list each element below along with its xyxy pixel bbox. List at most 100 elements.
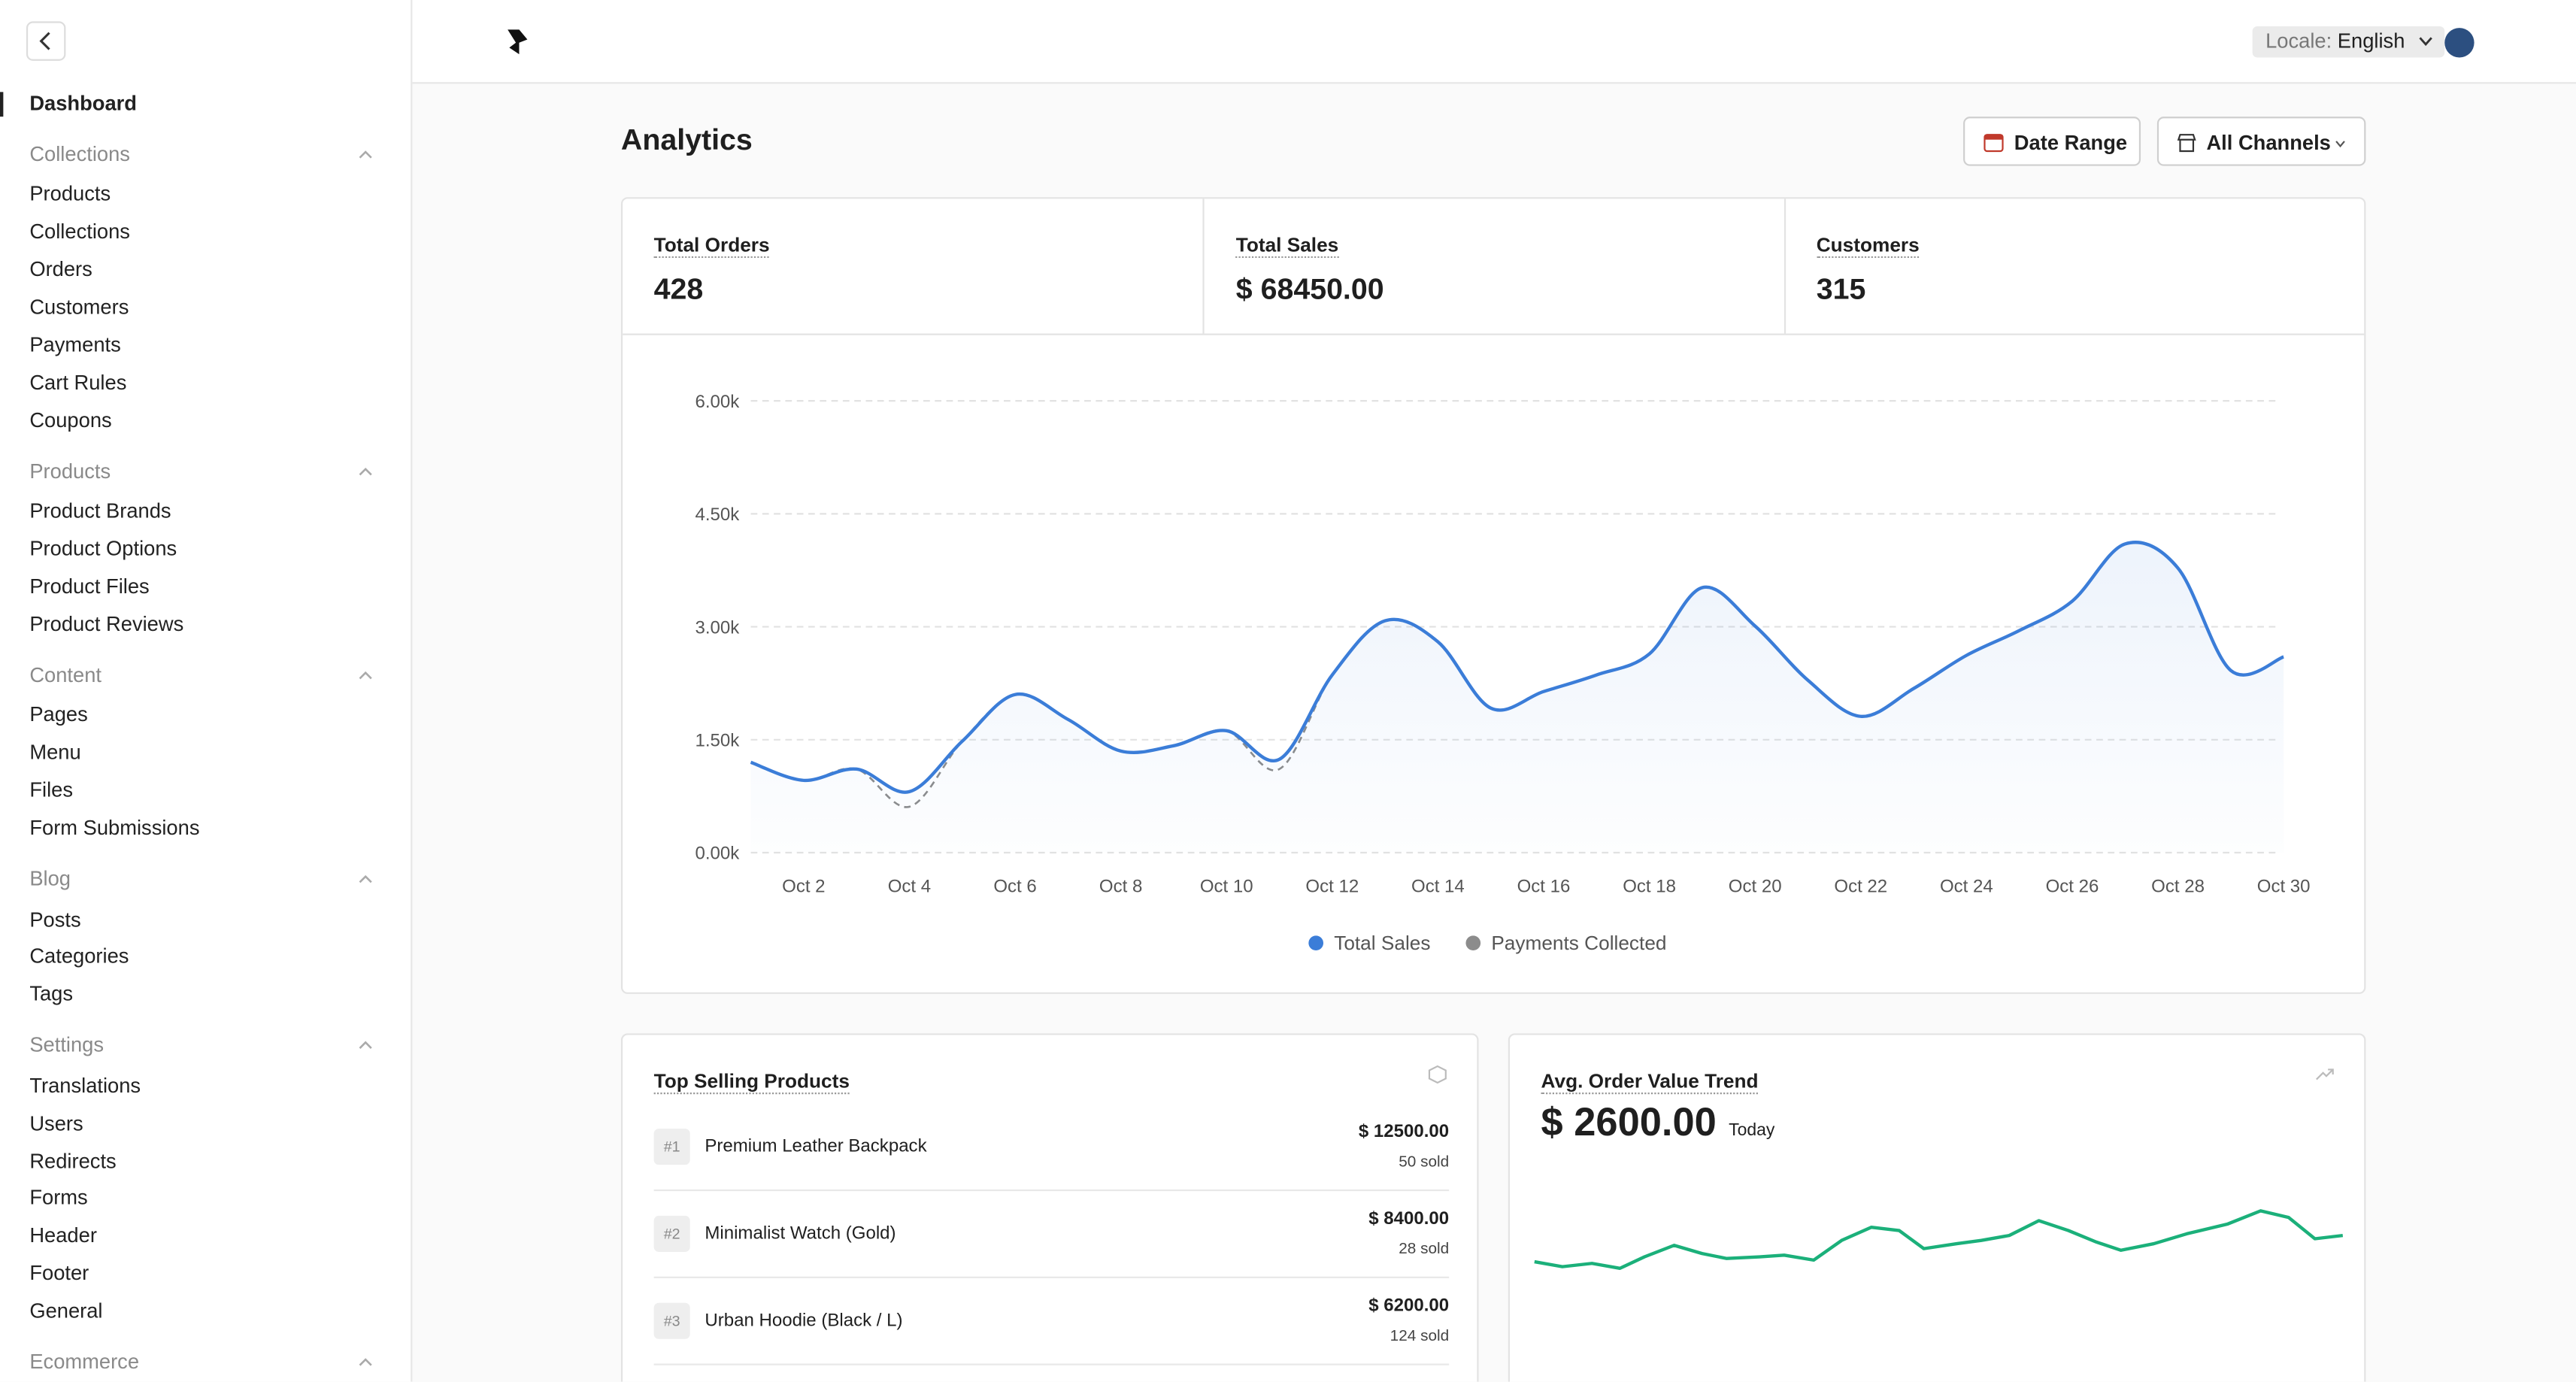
legend-label: Payments Collected	[1491, 932, 1666, 954]
nav-item[interactable]: Form Submissions	[29, 817, 200, 840]
nav-item[interactable]: Menu	[29, 741, 81, 765]
x-tick-label: Oct 4	[888, 876, 931, 896]
nav-group-title[interactable]: Settings	[0, 1026, 411, 1068]
icon	[2418, 37, 2432, 47]
date-range-button[interactable]: Date Range	[1963, 117, 2141, 166]
nav-item[interactable]: Posts	[29, 908, 81, 931]
collapse-button[interactable]	[26, 21, 66, 61]
nav-item[interactable]: Product Files	[29, 574, 150, 599]
product-row[interactable]: #1 Premium Leather Backpack $ 12500.00 50 s…	[653, 1104, 1450, 1192]
nav-item[interactable]: Product Brands	[29, 499, 171, 523]
nav-item[interactable]: Translations	[29, 1074, 141, 1097]
icon	[359, 874, 372, 883]
stat-value: 315	[1816, 272, 1866, 306]
nav-item[interactable]: Product Reviews	[29, 612, 184, 636]
top-products-card: Top Selling Products #1 Premium Leather B…	[620, 1033, 1479, 1382]
x-tick-label: Oct 24	[1940, 876, 1993, 896]
rank: #3	[653, 1302, 690, 1339]
product-amount: $ 12500.00	[1358, 1122, 1450, 1142]
product-row[interactable]: #2 Minimalist Watch (Gold) $ 8400.00 28 sol…	[653, 1191, 1450, 1278]
icon	[39, 32, 50, 50]
topbar	[412, 0, 2576, 84]
product-row[interactable]: #3 Urban Hoodie (Black / L) $ 6200.00 124 s…	[653, 1278, 1450, 1365]
nav-item[interactable]: Footer	[29, 1262, 89, 1286]
product-name: Premium Leather Backpack	[705, 1137, 927, 1157]
rank: #2	[653, 1215, 690, 1252]
product-amount: $ 6200.00	[1368, 1296, 1450, 1317]
button-label: Date Range	[2014, 131, 2128, 155]
product-sold: 50 sold	[1399, 1153, 1450, 1171]
product-amount: $ 8400.00	[1368, 1209, 1450, 1229]
sidebar: Dashboard Collections Products Collections O…	[0, 0, 413, 1382]
nav-item[interactable]: Dashboard	[0, 86, 411, 123]
nav-item[interactable]: Collections	[29, 220, 130, 244]
nav-item[interactable]: Files	[29, 779, 74, 802]
nav-item[interactable]: Forms	[29, 1187, 88, 1211]
nav-item[interactable]: Cart Rules	[29, 371, 127, 395]
stat-label: Customers	[1816, 233, 1920, 259]
series-line	[750, 541, 2284, 794]
icon	[2316, 1068, 2334, 1080]
x-tick-label: Oct 20	[1729, 876, 1782, 896]
rank: #1	[653, 1129, 690, 1165]
x-tick-label: Oct 26	[2046, 876, 2099, 896]
locale-value: English	[2337, 29, 2405, 53]
nav-item[interactable]: Pages	[29, 703, 88, 727]
nav-item[interactable]: Product Options	[29, 537, 177, 561]
nav-item[interactable]: Tags	[29, 983, 74, 1006]
x-tick-label: Oct 28	[2151, 876, 2205, 896]
stat-label: Total Orders	[653, 233, 770, 259]
nav-group-title[interactable]: Collections	[0, 135, 411, 177]
nav-item[interactable]: Users	[29, 1111, 83, 1135]
nav-item[interactable]: Header	[29, 1224, 97, 1248]
nav-item[interactable]: Orders	[29, 258, 92, 282]
area	[750, 542, 2284, 853]
x-tick-label: Oct 10	[1200, 876, 1253, 896]
stat: Total Orders 428	[623, 199, 1202, 333]
x-tick-label: Oct 12	[1305, 876, 1359, 896]
avg-period: Today	[1729, 1120, 1775, 1141]
nav-item[interactable]: Coupons	[29, 408, 112, 432]
icon	[359, 150, 372, 159]
chart: 0.00k 1.50k 3.00k 4.50k 6.00k Oct 2 Oct 4 Oct 6…	[695, 392, 2311, 954]
stat: Customers 315	[1784, 199, 2363, 334]
nav-item[interactable]: Payments	[29, 333, 121, 357]
nav-group-title[interactable]: Content	[0, 656, 411, 698]
y-tick-label: 4.50k	[695, 505, 740, 525]
icon	[2177, 134, 2196, 153]
x-tick-label: Oct 8	[1099, 876, 1142, 896]
nav-item[interactable]: General	[29, 1299, 103, 1323]
locale-select[interactable]: Locale: English	[2252, 26, 2444, 58]
stat-value: $ 68450.00	[1235, 272, 1384, 306]
avatar[interactable]	[2444, 28, 2474, 58]
stats-row: Total Orders 428 Total Sales $ 68450.00 Cust…	[623, 199, 2365, 335]
nav-item[interactable]: Products	[29, 183, 111, 207]
nav-group-title[interactable]: Ecommerce	[0, 1342, 411, 1381]
product-sold: 124 sold	[1390, 1327, 1450, 1346]
x-tick-label: Oct 16	[1517, 876, 1571, 896]
product-name: Urban Hoodie (Black / L)	[705, 1311, 903, 1331]
nav-item[interactable]: Categories	[29, 945, 129, 968]
product-sold: 28 sold	[1399, 1240, 1450, 1259]
y-tick-label: 3.00k	[695, 617, 740, 638]
channels-button[interactable]: All Channels	[2156, 117, 2366, 166]
x-tick-label: Oct 14	[1411, 876, 1465, 896]
avg-value: $ 2600.00	[1541, 1100, 1717, 1145]
y-tick-label: 0.00k	[695, 844, 740, 864]
icon	[1428, 1065, 1447, 1084]
nav-group-title[interactable]: Products	[0, 451, 411, 493]
stat: Total Sales $ 68450.00	[1203, 199, 1783, 334]
nav-item[interactable]: Redirects	[29, 1149, 117, 1173]
stat-value: 428	[653, 272, 704, 306]
y-tick-label: 6.00k	[695, 392, 740, 412]
nav-item[interactable]: Customers	[29, 295, 129, 320]
x-tick-label: Oct 30	[2257, 876, 2311, 896]
legend-marker	[1465, 935, 1481, 951]
nav-group-title[interactable]: Blog	[0, 859, 411, 902]
sparkline	[1534, 1209, 2344, 1271]
analytics-card: Total Orders 428 Total Sales $ 68450.00 Cust…	[620, 197, 2366, 994]
x-tick-label: Oct 2	[782, 876, 825, 896]
icon	[2335, 141, 2345, 148]
icon	[1984, 134, 2004, 153]
